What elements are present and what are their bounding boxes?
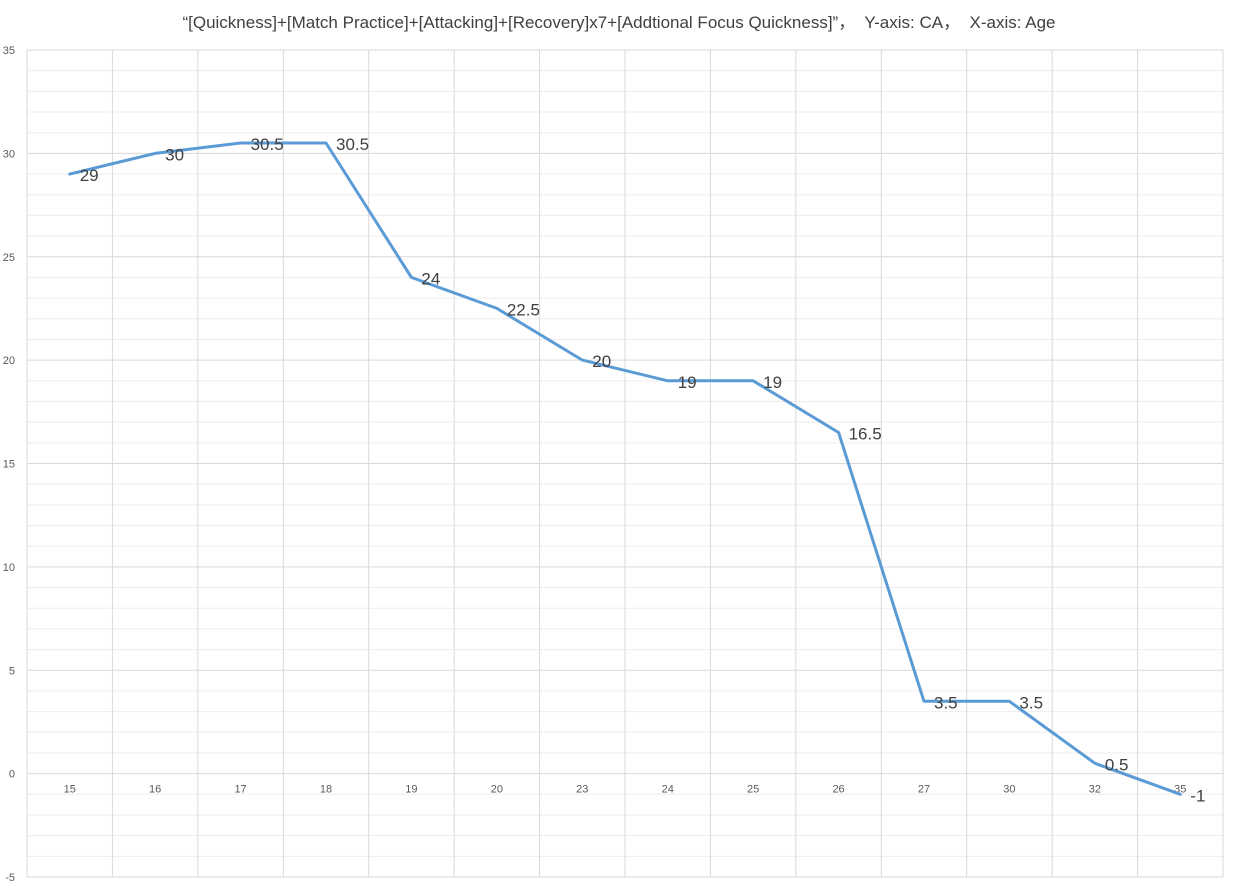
x-tick-label: 26 xyxy=(832,784,844,796)
chart-title: “[Quickness]+[Match Practice]+[Attacking… xyxy=(182,13,1056,32)
data-label: 3.5 xyxy=(934,693,958,712)
x-tick-label: 16 xyxy=(149,784,161,796)
x-tick-label: 23 xyxy=(576,784,588,796)
x-tick-label: 15 xyxy=(64,784,76,796)
x-tick-label: 24 xyxy=(662,784,674,796)
y-tick-label: 0 xyxy=(9,769,15,781)
data-label: 29 xyxy=(80,166,99,185)
series-line-group xyxy=(68,141,1182,796)
data-label: 19 xyxy=(678,373,697,392)
data-label: 20 xyxy=(592,352,611,371)
data-label: 19 xyxy=(763,373,782,392)
y-tick-label: 25 xyxy=(3,252,15,264)
x-tick-label: 30 xyxy=(1003,784,1015,796)
data-label: 0.5 xyxy=(1105,755,1129,774)
x-tick-label: 19 xyxy=(405,784,417,796)
data-label: 24 xyxy=(421,269,440,288)
data-labels: 29 30 30.5 30.5 24 22.5 20 19 19 16.5 3.5 3.5 0.5 -1 xyxy=(80,135,1206,805)
y-tick-label: -5 xyxy=(5,872,15,884)
data-label: 30 xyxy=(165,145,184,164)
series-line xyxy=(68,141,1182,796)
x-tick-label: 32 xyxy=(1089,784,1101,796)
y-axis-tick-labels: -5 0 5 10 15 20 25 30 35 xyxy=(3,45,15,884)
x-tick-label: 27 xyxy=(918,784,930,796)
data-label: -1 xyxy=(1190,786,1205,805)
y-tick-label: 10 xyxy=(3,562,15,574)
x-tick-label: 25 xyxy=(747,784,759,796)
data-label: 16.5 xyxy=(849,424,882,443)
y-tick-label: 5 xyxy=(9,665,15,677)
data-label: 30.5 xyxy=(251,135,284,154)
y-tick-label: 35 xyxy=(3,45,15,57)
x-axis-tick-labels: 15 16 17 18 19 20 23 24 25 26 27 30 32 35 xyxy=(64,784,1187,796)
y-tick-label: 20 xyxy=(3,355,15,367)
data-label: 22.5 xyxy=(507,300,540,319)
x-tick-label: 20 xyxy=(491,784,503,796)
y-tick-label: 30 xyxy=(3,148,15,160)
data-label: 3.5 xyxy=(1019,693,1043,712)
data-label: 30.5 xyxy=(336,135,369,154)
x-tick-label: 17 xyxy=(234,784,246,796)
x-tick-label: 18 xyxy=(320,784,332,796)
vertical-gridlines xyxy=(26,50,1224,877)
y-tick-label: 15 xyxy=(3,459,15,471)
